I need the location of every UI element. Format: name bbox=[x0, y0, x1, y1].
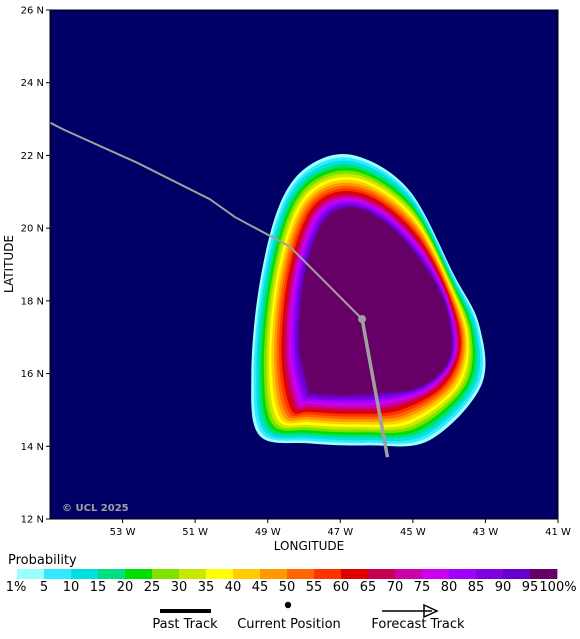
copyright-text: © UCL 2025 bbox=[62, 503, 129, 514]
legend-swatch-17 bbox=[476, 569, 504, 579]
legend-swatch-5 bbox=[152, 569, 180, 579]
y-tick-label: 16 N bbox=[21, 369, 44, 380]
legend-label: 35 bbox=[198, 580, 215, 595]
x-axis-title: LONGITUDE bbox=[274, 539, 344, 553]
legend-swatch-16 bbox=[449, 569, 477, 579]
legend-swatch-1 bbox=[44, 569, 72, 579]
y-tick-label: 18 N bbox=[21, 296, 44, 307]
axes: 53 W 51 W 49 W 47 W 45 W 43 W 41 W 26 N 24 N 22 N… bbox=[21, 6, 571, 539]
legend-swatch-12 bbox=[341, 569, 369, 579]
legend-label: 50 bbox=[279, 580, 296, 595]
y-tick-label: 14 N bbox=[21, 442, 44, 453]
legend-label: 30 bbox=[171, 580, 188, 595]
legend-label: 95 bbox=[522, 580, 539, 595]
y-axis-title: LATITUDE bbox=[2, 235, 16, 293]
legend-label: 5 bbox=[40, 580, 48, 595]
legend-swatch-10 bbox=[287, 569, 315, 579]
forecast-track-line bbox=[360, 318, 390, 458]
y-tick-label: 12 N bbox=[21, 515, 44, 526]
legend-label: 60 bbox=[333, 580, 350, 595]
y-tick-label: 24 N bbox=[21, 78, 44, 89]
legend-swatch-0 bbox=[17, 569, 45, 579]
legend-label: 80 bbox=[441, 580, 458, 595]
legend-swatch-13 bbox=[368, 569, 396, 579]
legend-swatch-7 bbox=[206, 569, 234, 579]
forecast-track-label: Forecast Track bbox=[371, 617, 465, 632]
legend-label: 65 bbox=[360, 580, 377, 595]
legend-label: 15 bbox=[90, 580, 107, 595]
legend-label: 85 bbox=[468, 580, 485, 595]
y-tick-label: 22 N bbox=[21, 151, 44, 162]
probability-contour-19 bbox=[299, 207, 452, 397]
legend-swatch-9 bbox=[260, 569, 288, 579]
legend-label: 90 bbox=[495, 580, 512, 595]
legend-swatch-6 bbox=[179, 569, 207, 579]
x-tick-label: 41 W bbox=[545, 527, 571, 538]
y-tick-label: 26 N bbox=[21, 6, 44, 17]
forecast-arrow-icon bbox=[423, 603, 439, 619]
legend-label: 45 bbox=[252, 580, 269, 595]
past-track-line bbox=[50, 121, 363, 320]
current-position-label: Current Position bbox=[237, 617, 341, 632]
legend-swatch-2 bbox=[71, 569, 99, 579]
legend-swatch-8 bbox=[233, 569, 261, 579]
plot-frame bbox=[49, 9, 559, 520]
probability-contours bbox=[251, 154, 486, 447]
past-track-label: Past Track bbox=[152, 617, 218, 632]
x-tick-label: 47 W bbox=[327, 527, 353, 538]
x-tick-label: 49 W bbox=[255, 527, 281, 538]
legend-swatch-3 bbox=[98, 569, 126, 579]
legend-label: 75 bbox=[414, 580, 431, 595]
current-position-swatch bbox=[284, 601, 292, 609]
x-tick-label: 45 W bbox=[400, 527, 426, 538]
storm-track bbox=[50, 121, 390, 458]
legend-label: 20 bbox=[117, 580, 134, 595]
legend-label: 1% bbox=[6, 580, 27, 595]
x-tick-label: 43 W bbox=[473, 527, 499, 538]
legend-label: 10 bbox=[63, 580, 80, 595]
current-position-marker bbox=[358, 315, 367, 324]
legend-swatch-11 bbox=[314, 569, 342, 579]
probability-color-legend: 1% 5 10 15 20 25 30 35 40 45 50 55 60 65 70 75 80 85 90 95 1… bbox=[6, 569, 577, 595]
legend-swatch-19 bbox=[530, 569, 558, 579]
legend-label: 25 bbox=[144, 580, 161, 595]
legend-swatch-4 bbox=[125, 569, 153, 579]
x-tick-label: 51 W bbox=[182, 527, 208, 538]
legend-label: 40 bbox=[225, 580, 242, 595]
x-tick-label: 53 W bbox=[110, 527, 136, 538]
track-legend: Past Track Current Position Forecast Tra… bbox=[152, 601, 465, 632]
legend-title: Probability bbox=[8, 553, 77, 568]
legend-swatch-18 bbox=[503, 569, 531, 579]
legend-label: 100% bbox=[539, 580, 576, 595]
legend-swatch-14 bbox=[395, 569, 423, 579]
y-tick-label: 20 N bbox=[21, 224, 44, 235]
legend-label: 55 bbox=[306, 580, 323, 595]
legend-label: 70 bbox=[387, 580, 404, 595]
legend-swatch-15 bbox=[422, 569, 450, 579]
